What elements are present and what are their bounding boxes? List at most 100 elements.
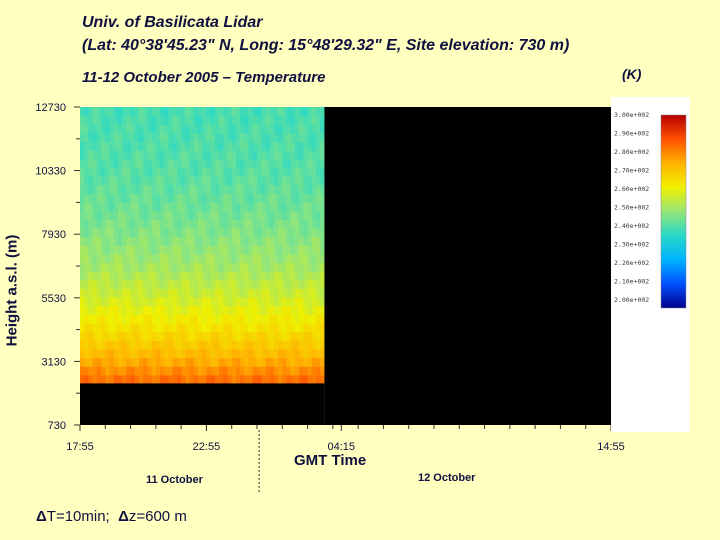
heatmap-cell	[185, 374, 191, 384]
heatmap-cell	[168, 314, 174, 324]
heatmap-cell	[101, 124, 106, 134]
heatmap-cell	[117, 245, 123, 255]
heatmap-cell	[282, 176, 288, 186]
heatmap-cell	[143, 374, 149, 384]
heatmap-cell	[299, 348, 304, 359]
heatmap-cell	[134, 202, 140, 212]
heatmap-cell	[210, 348, 216, 359]
heatmap-cell	[290, 305, 296, 315]
heatmap-cell	[122, 374, 127, 384]
heatmap-cell	[134, 132, 140, 143]
heatmap-cell	[164, 322, 170, 333]
heatmap-cell	[168, 124, 174, 134]
heatmap-cell	[223, 331, 229, 341]
heatmap-cell	[198, 236, 203, 246]
heatmap-cell	[303, 227, 309, 238]
heatmap-cell	[117, 331, 123, 341]
heatmap-cell	[113, 262, 119, 272]
heatmap-cell	[198, 245, 203, 255]
heatmap-cell	[273, 124, 279, 134]
heatmap-cell	[176, 253, 182, 264]
heatmap-cell	[88, 227, 94, 238]
heatmap-cell	[122, 176, 127, 186]
heatmap-cell	[227, 322, 233, 333]
heatmap-cell	[290, 340, 296, 350]
heatmap-cell	[164, 288, 170, 298]
heatmap-cell	[278, 210, 283, 220]
heatmap-cell	[155, 366, 161, 376]
heatmap-cell	[244, 279, 250, 289]
heatmap-cell	[139, 348, 144, 359]
heatmap-cell	[176, 158, 182, 169]
heatmap-cell	[181, 253, 186, 264]
heatmap-cell	[185, 167, 191, 177]
heatmap-cell	[316, 348, 321, 359]
heatmap-cell	[198, 279, 203, 289]
heatmap-cell	[214, 158, 220, 169]
heatmap-cell	[198, 340, 203, 350]
heatmap-cell	[147, 193, 153, 203]
no-data-region-bottom	[80, 383, 325, 425]
heatmap-cell	[248, 132, 254, 143]
heatmap-cell	[269, 245, 275, 255]
heatmap-cell	[244, 107, 250, 117]
heatmap-cell	[320, 158, 326, 169]
heatmap-cell	[282, 132, 288, 143]
heatmap-cell	[185, 202, 191, 212]
heatmap-cell	[282, 124, 288, 134]
heatmap-cell	[155, 314, 161, 324]
heatmap-cell	[273, 150, 279, 160]
heatmap-cell	[206, 245, 212, 255]
heatmap-cell	[143, 124, 149, 134]
heatmap-cell	[147, 297, 153, 307]
heatmap-cell	[193, 219, 199, 229]
heatmap-cell	[117, 141, 123, 151]
heatmap-cell	[168, 193, 174, 203]
heatmap-cell	[252, 158, 258, 169]
heatmap-cell	[168, 115, 174, 125]
heatmap-cell	[189, 132, 195, 143]
heatmap-cell	[290, 202, 296, 212]
heatmap-cell	[117, 271, 123, 281]
heatmap-cell	[109, 288, 115, 298]
heatmap-cell	[185, 314, 191, 324]
heatmap-cell	[105, 167, 111, 177]
heatmap-cell	[278, 167, 283, 177]
heatmap-cell	[92, 150, 98, 160]
heatmap-cell	[219, 219, 224, 229]
heatmap-cell	[231, 132, 237, 143]
heatmap-cell	[248, 150, 254, 160]
heatmap-cell	[261, 279, 267, 289]
heatmap-cell	[139, 322, 144, 333]
heatmap-cell	[299, 107, 304, 117]
heatmap-cell	[143, 202, 149, 212]
heatmap-cell	[269, 227, 275, 238]
heatmap-cell	[168, 322, 174, 333]
heatmap-cell	[92, 167, 98, 177]
heatmap-cell	[286, 176, 292, 186]
heatmap-cell	[164, 193, 170, 203]
heatmap-cell	[126, 297, 132, 307]
heatmap-cell	[282, 271, 288, 281]
heatmap-cell	[122, 202, 127, 212]
heatmap-cell	[261, 297, 267, 307]
heatmap-cell	[269, 357, 275, 367]
heatmap-cell	[143, 184, 149, 194]
heatmap-cell	[278, 193, 283, 203]
heatmap-cell	[294, 167, 300, 177]
x-axis-label: GMT Time	[294, 452, 367, 469]
heatmap-cell	[210, 202, 216, 212]
heatmap-cell	[294, 357, 300, 367]
heatmap-cell	[269, 340, 275, 350]
heatmap-cell	[101, 253, 106, 264]
heatmap-cell	[113, 227, 119, 238]
heatmap-cell	[130, 202, 136, 212]
heatmap-cell	[130, 357, 136, 367]
heatmap-cell	[113, 305, 119, 315]
heatmap-cell	[92, 227, 98, 238]
heatmap-cell	[176, 305, 182, 315]
heatmap-cell	[147, 167, 153, 177]
heatmap-cell	[252, 132, 258, 143]
heatmap-cell	[223, 271, 229, 281]
heatmap-cell	[143, 366, 149, 376]
